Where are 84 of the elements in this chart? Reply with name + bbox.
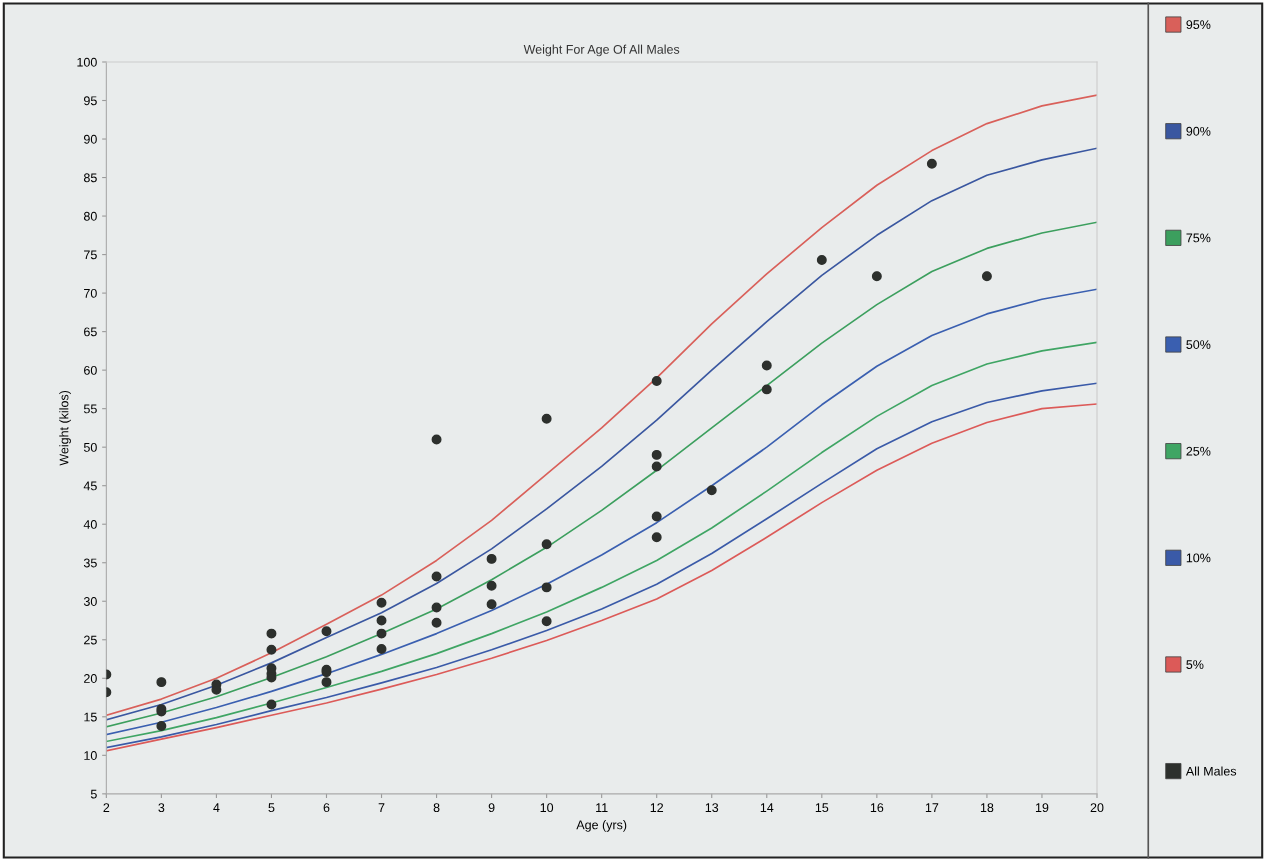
x-tick-label: 20 bbox=[1090, 803, 1104, 813]
point bbox=[376, 628, 387, 639]
point bbox=[431, 434, 442, 445]
x-tick-label: 10 bbox=[540, 803, 554, 813]
y-axis-title: Weight (kilos) bbox=[59, 390, 71, 466]
legend-label: All Males bbox=[1185, 766, 1237, 776]
point bbox=[266, 644, 277, 655]
y-tick-label: 20 bbox=[84, 674, 97, 683]
y-tick-label: 65 bbox=[84, 327, 97, 337]
legend-label: 25% bbox=[1186, 446, 1211, 456]
x-tick-label: 12 bbox=[650, 803, 664, 812]
point bbox=[651, 375, 662, 386]
x-tick-label: 9 bbox=[488, 803, 495, 813]
y-tick-label: 55 bbox=[83, 404, 97, 414]
point bbox=[156, 721, 167, 732]
x-tick-label: 16 bbox=[870, 803, 884, 813]
chart-title: Weight For Age Of All Males bbox=[523, 44, 680, 57]
y-tick-label: 90 bbox=[84, 134, 97, 144]
point bbox=[541, 582, 552, 593]
legend-label: 50% bbox=[1186, 340, 1211, 349]
point bbox=[706, 485, 717, 496]
y-tick-label: 95 bbox=[84, 96, 97, 106]
point bbox=[486, 599, 497, 610]
x-tick-label: 19 bbox=[1035, 803, 1049, 813]
x-axis-title: Age (yrs) bbox=[576, 820, 627, 832]
point bbox=[871, 271, 882, 282]
point bbox=[541, 539, 552, 550]
x-tick-label: 17 bbox=[925, 803, 939, 812]
y-tick-label: 25 bbox=[84, 635, 97, 645]
x-tick-label: 15 bbox=[815, 803, 829, 813]
x-tick-label: 2 bbox=[103, 803, 110, 812]
point bbox=[981, 271, 992, 282]
point bbox=[816, 255, 827, 265]
y-tick-label: 15 bbox=[84, 712, 97, 722]
legend-label: 95% bbox=[1186, 20, 1211, 30]
point bbox=[651, 461, 662, 472]
y-tick-label: 45 bbox=[83, 481, 97, 491]
point bbox=[761, 384, 772, 395]
x-tick-label: 14 bbox=[760, 803, 774, 812]
point bbox=[266, 628, 277, 639]
y-tick-label: 40 bbox=[83, 520, 97, 529]
x-tick-label: 4 bbox=[213, 803, 220, 812]
point bbox=[761, 360, 772, 371]
point bbox=[541, 413, 552, 424]
point bbox=[486, 553, 497, 564]
legend-label: 75% bbox=[1186, 233, 1211, 243]
point bbox=[376, 597, 387, 608]
x-tick-label: 13 bbox=[705, 803, 719, 813]
x-tick-label: 6 bbox=[323, 803, 330, 813]
point bbox=[431, 602, 442, 613]
point bbox=[321, 626, 332, 637]
x-tick-label: 11 bbox=[596, 803, 608, 812]
point bbox=[156, 677, 167, 688]
point bbox=[266, 699, 277, 710]
legend-label: 10% bbox=[1186, 553, 1211, 563]
point bbox=[651, 449, 662, 460]
y-tick-label: 85 bbox=[83, 173, 97, 183]
y-tick-label: 80 bbox=[83, 211, 97, 221]
y-tick-label: 100 bbox=[77, 57, 97, 67]
point bbox=[651, 511, 662, 522]
point bbox=[376, 615, 387, 626]
y-tick-label: 75 bbox=[84, 250, 97, 260]
x-tick-label: 18 bbox=[980, 803, 994, 813]
point bbox=[486, 580, 497, 591]
legend-label: 90% bbox=[1186, 126, 1211, 136]
point bbox=[431, 617, 442, 628]
y-tick-label: 60 bbox=[84, 365, 97, 375]
x-tick-label: 7 bbox=[378, 803, 385, 812]
point bbox=[321, 677, 332, 688]
y-tick-label: 30 bbox=[83, 597, 97, 606]
x-tick-label: 8 bbox=[433, 803, 440, 813]
x-tick-label: 3 bbox=[158, 803, 165, 813]
point bbox=[926, 158, 937, 169]
point bbox=[431, 571, 442, 582]
point bbox=[376, 644, 387, 654]
y-tick-label: 35 bbox=[83, 558, 97, 568]
y-tick-label: 50 bbox=[83, 442, 97, 452]
y-tick-label: 10 bbox=[84, 751, 97, 760]
point bbox=[541, 616, 552, 627]
x-tick-label: 5 bbox=[268, 803, 275, 813]
y-tick-label: 5 bbox=[90, 789, 97, 799]
point bbox=[651, 532, 662, 543]
legend-label: 5% bbox=[1186, 660, 1204, 669]
y-tick-label: 70 bbox=[84, 288, 97, 298]
